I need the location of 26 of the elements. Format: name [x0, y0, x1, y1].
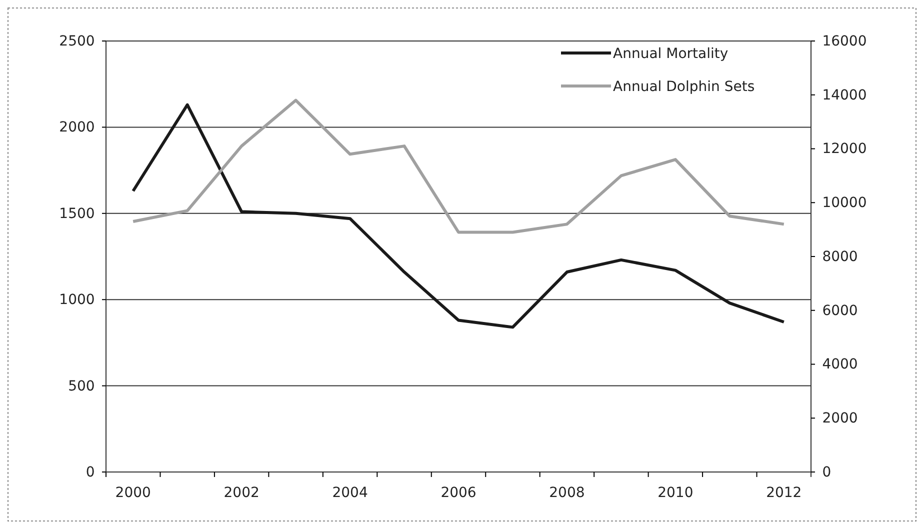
x-tick-label: 2010 — [658, 484, 694, 501]
x-tick-label: 2006 — [440, 484, 476, 501]
y-tick-label: 1000 — [59, 292, 95, 308]
y-tick-label: 500 — [68, 378, 95, 394]
y2-tick-label: 0 — [822, 464, 832, 480]
x-tick-label: 2008 — [549, 484, 585, 501]
y2-tick-label: 6000 — [822, 302, 858, 319]
y2-tick-label: 10000 — [822, 195, 867, 212]
y2-tick-label: 4000 — [822, 356, 858, 373]
y2-tick-label: 14000 — [822, 87, 867, 104]
y-tick-label: 2500 — [59, 33, 95, 50]
y-tick-label: 0 — [86, 464, 95, 480]
legend-label: Annual Dolphin Sets — [613, 79, 755, 95]
line-series — [132, 98, 786, 234]
y2-tick-label: 12000 — [822, 141, 867, 158]
x-tick-label: 2000 — [115, 484, 151, 501]
x-tick-label: 2012 — [766, 484, 802, 501]
y2-tick-label: 16000 — [822, 33, 867, 50]
y-tick-label: 1500 — [59, 206, 95, 222]
line-series — [132, 103, 786, 329]
x-tick-label: 2002 — [224, 484, 260, 501]
legend-label: Annual Mortality — [613, 46, 728, 62]
y-tick-label: 2000 — [59, 120, 95, 136]
y2-tick-label: 8000 — [822, 248, 858, 265]
y2-tick-label: 2000 — [822, 410, 858, 427]
x-tick-label: 2004 — [332, 484, 368, 501]
